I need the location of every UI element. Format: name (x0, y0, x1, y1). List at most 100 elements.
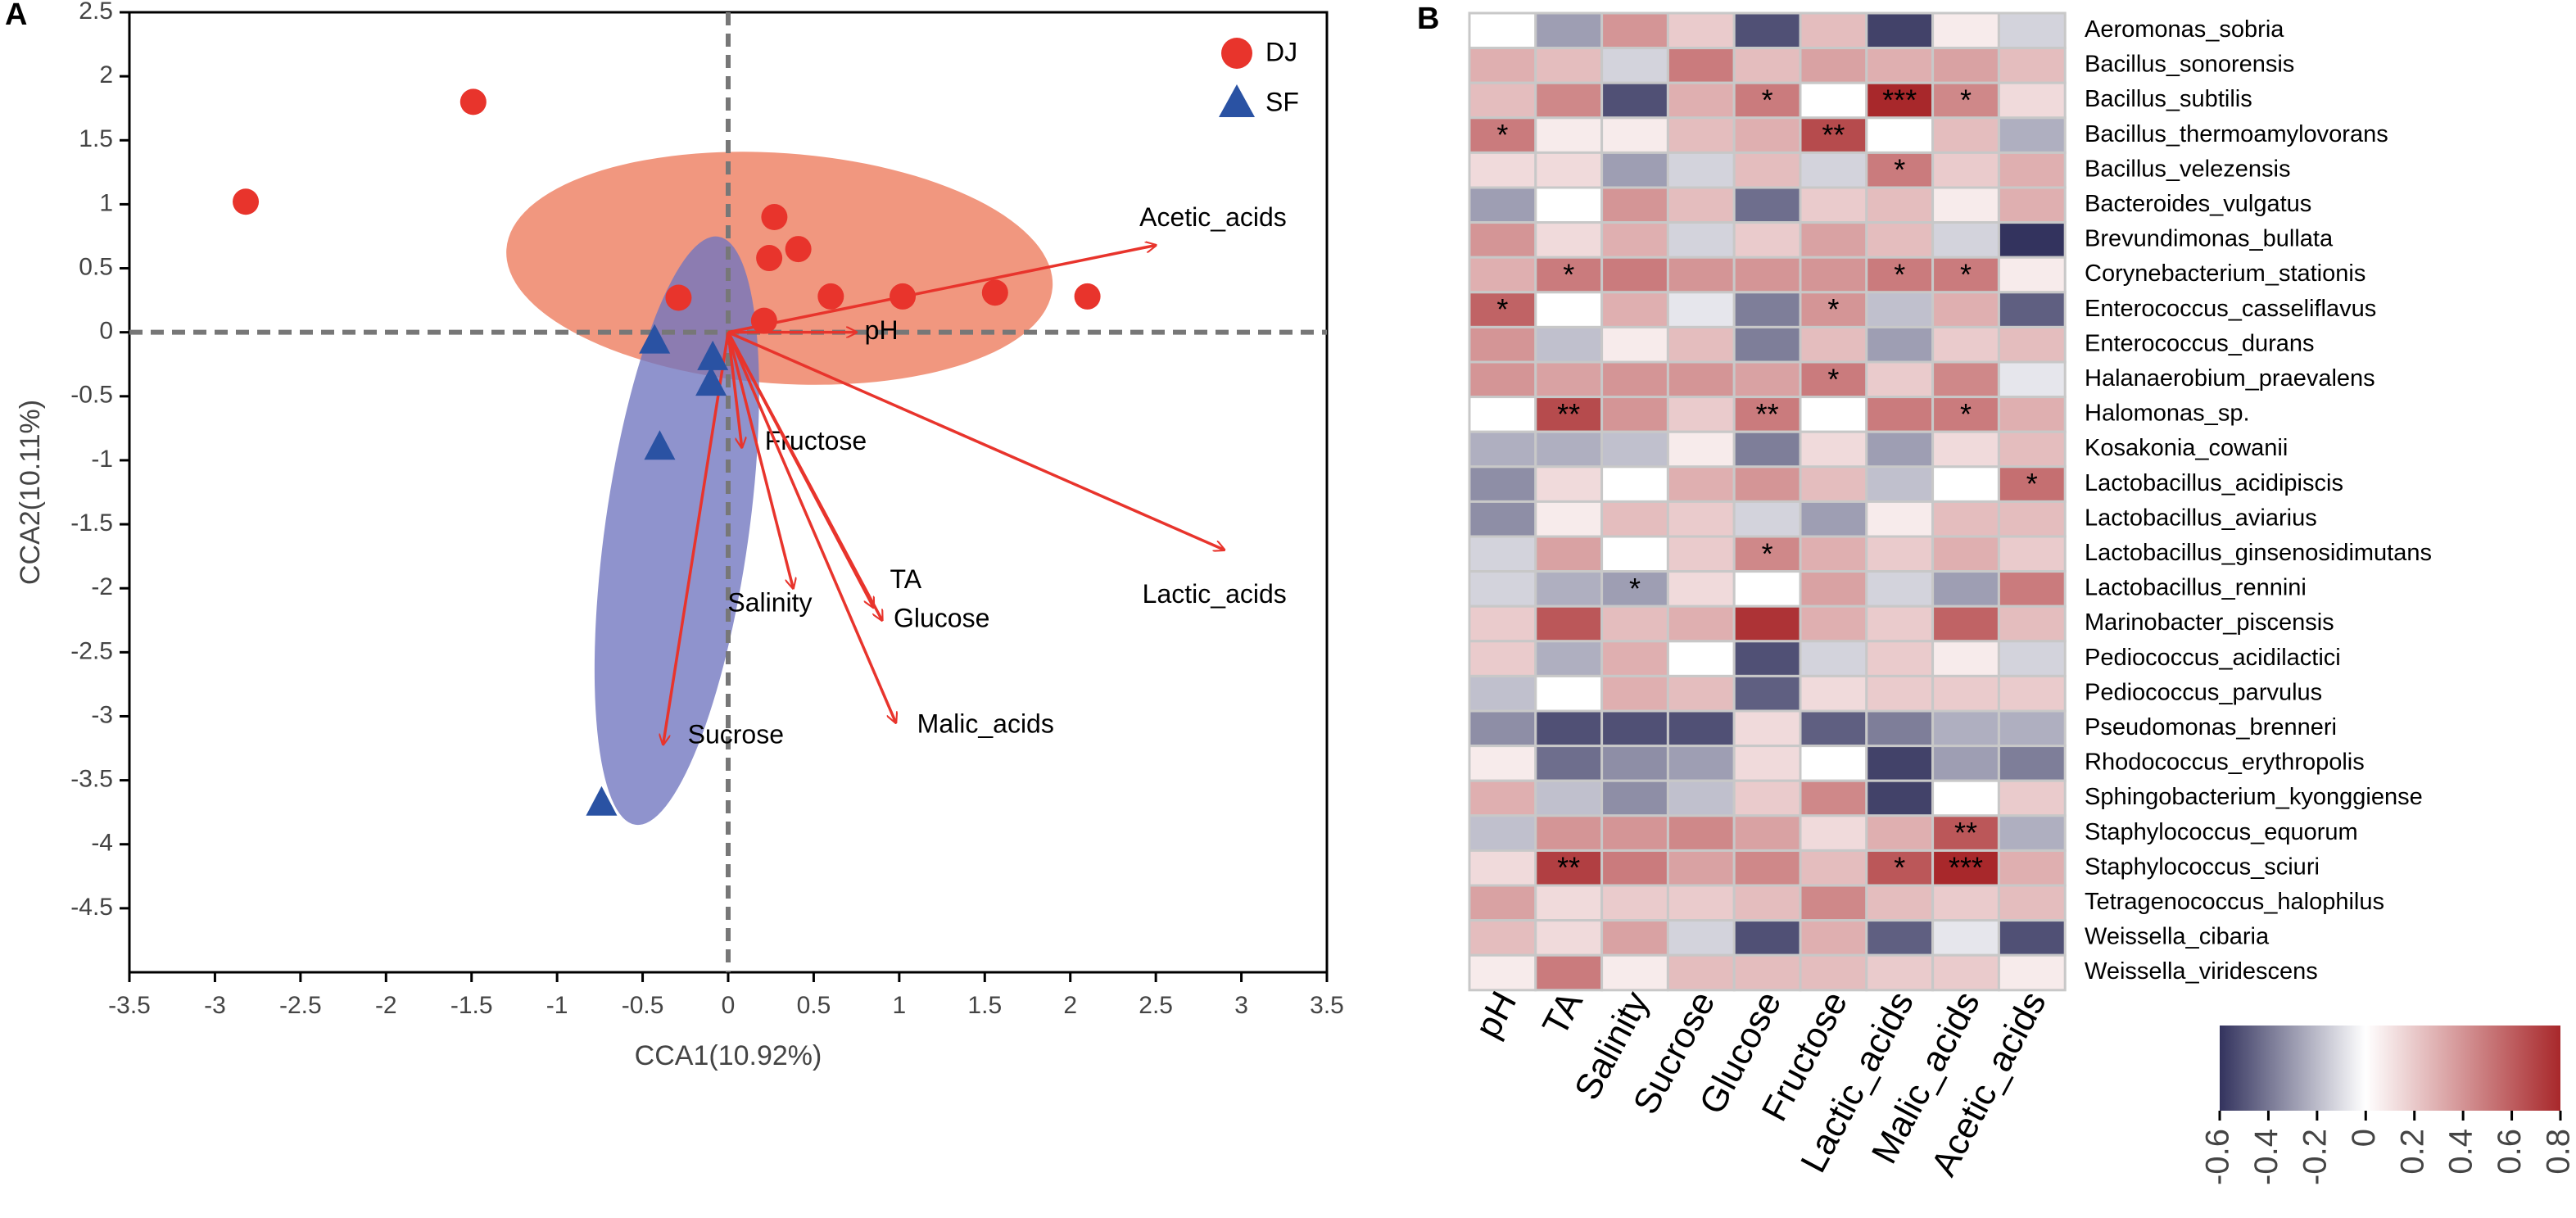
heatmap-cell (1732, 884, 1802, 922)
heatmap-cell (1732, 500, 1802, 538)
heatmap-cell (1931, 674, 2000, 713)
heatmap-cell (1799, 151, 1868, 189)
row-label: Weissella_viridescens (2085, 958, 2318, 985)
heatmap-cell (1666, 500, 1736, 538)
heatmap-cell (1600, 849, 1669, 887)
significance-mark: * (1629, 572, 1641, 605)
heatmap-cell (1799, 849, 1868, 887)
heatmap-cell (1666, 430, 1736, 469)
significance-mark: * (1563, 258, 1574, 292)
heatmap-cell (1799, 884, 1868, 922)
heatmap-cell (1468, 604, 1537, 643)
heatmap-cell (1865, 570, 1935, 608)
heatmap-cell (1997, 849, 2067, 887)
heatmap-cell (1799, 604, 1868, 643)
heatmap-cell (1732, 953, 1802, 992)
heatmap-cell (1468, 325, 1537, 364)
heatmap-cell (1534, 256, 1604, 294)
heatmap-cell (1799, 11, 1868, 50)
x-tick-label: 0.5 (797, 992, 831, 1019)
heatmap-cell (1666, 814, 1736, 852)
heatmap-cell (1468, 430, 1537, 469)
cca-biplot: Acetic_acidspHFructoseLactic_acidsTAGluc… (15, 0, 1344, 1071)
x-tick-label: 3 (1234, 992, 1248, 1019)
row-label: Bacillus_subtilis (2085, 86, 2252, 112)
heatmap-cell (1799, 465, 1868, 503)
heatmap-cell (1534, 360, 1604, 399)
heatmap-cell (1732, 116, 1802, 154)
heatmap-cell (1931, 779, 2000, 817)
heatmap-cell (1732, 430, 1802, 469)
heatmap-cell (1997, 430, 2067, 469)
heatmap-cell (1732, 81, 1802, 120)
row-label: Bacillus_velezensis (2085, 156, 2290, 182)
heatmap-cell (1600, 709, 1669, 748)
heatmap-cell (1534, 570, 1604, 608)
y-tick-label: -3.5 (70, 766, 113, 793)
heatmap-cell (1931, 396, 2000, 433)
heatmap-cell (1931, 745, 2000, 782)
heatmap-cell (1732, 779, 1802, 817)
y-tick-label: -2 (91, 573, 113, 600)
heatmap-cell (1600, 11, 1669, 50)
significance-mark: * (1827, 362, 1839, 396)
heatmap-cell (1865, 291, 1935, 328)
row-label: Staphylococcus_equorum (2085, 819, 2358, 845)
heatmap-cell (1666, 256, 1736, 294)
heatmap-cell (1997, 814, 2067, 852)
colorbar-tick-label: 0.4 (2443, 1129, 2479, 1175)
heatmap-cell (1799, 814, 1868, 852)
heatmap-cell (1468, 116, 1537, 154)
point-dj (233, 188, 260, 215)
heatmap-cell (1468, 570, 1537, 608)
x-tick-label: 0 (722, 992, 736, 1019)
heatmap-cell (1931, 47, 2000, 84)
significance-mark: * (2026, 467, 2038, 500)
significance-mark: ** (1756, 397, 1779, 431)
heatmap-cell (1997, 674, 2067, 713)
heatmap-cell (1799, 535, 1868, 573)
heatmap-cell (1534, 604, 1604, 643)
heatmap-cell (1534, 535, 1604, 573)
heatmap-cell (1997, 325, 2067, 364)
heatmap-cell (1997, 640, 2067, 677)
heatmap-cell (1666, 116, 1736, 154)
row-label: Staphylococcus_sciuri (2085, 854, 2320, 880)
heatmap-cell (1666, 884, 1736, 922)
row-label: Weissella_cibaria (2085, 924, 2270, 950)
row-label: Lactobacillus_aviarius (2085, 505, 2317, 531)
heatmap-cell (1799, 779, 1868, 817)
heatmap-cell (1732, 745, 1802, 782)
heatmap-cell (1865, 709, 1935, 748)
heatmap-cell (1468, 151, 1537, 189)
row-label: Pediococcus_parvulus (2085, 679, 2322, 705)
y-tick-label: -2.5 (70, 637, 113, 664)
heatmap-cell (1799, 325, 1868, 364)
heatmap-cell (1468, 919, 1537, 957)
heatmap-cell (1997, 47, 2067, 84)
heatmap-cell (1534, 11, 1604, 50)
colorbar-tick-label: -0.6 (2200, 1129, 2236, 1185)
point-sf (697, 340, 729, 370)
heatmap-cell (1600, 221, 1669, 259)
vector-label-salinity: Salinity (727, 588, 812, 618)
heatmap-cell (1534, 779, 1604, 817)
heatmap-cell (1997, 360, 2067, 399)
heatmap-cell (1600, 640, 1669, 677)
heatmap-cell (1732, 849, 1802, 887)
heatmap-cell (1799, 919, 1868, 957)
y-tick-label: 0.5 (79, 253, 113, 280)
heatmap-cell (1468, 221, 1537, 259)
vector-label-ta: TA (890, 564, 922, 594)
point-sf (695, 366, 727, 396)
heatmap-cell (1468, 849, 1537, 887)
colorbar (2220, 1026, 2560, 1111)
heatmap-cell (1931, 640, 2000, 677)
vector-label-glucose: Glucose (894, 604, 989, 633)
significance-mark: * (1894, 851, 1905, 885)
significance-mark: * (1960, 84, 1972, 117)
heatmap-cell (1865, 674, 1935, 713)
heatmap-cell (1600, 604, 1669, 643)
row-label: Marinobacter_piscensis (2085, 609, 2334, 636)
